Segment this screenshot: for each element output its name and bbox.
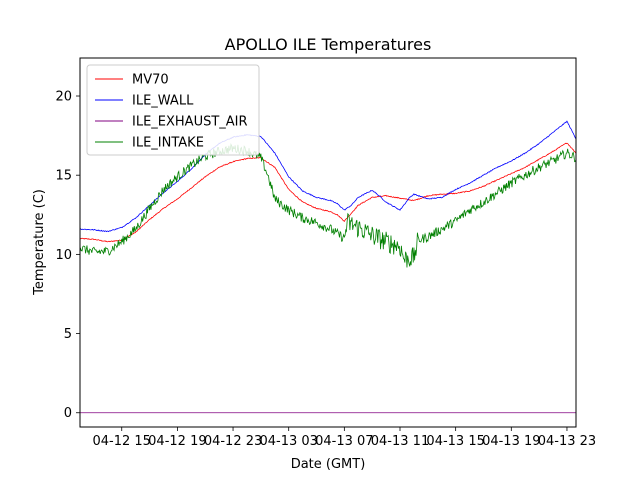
x-tick-label: 04-13 03 — [259, 434, 317, 449]
legend-box — [86, 64, 260, 156]
x-axis-label: Date (GMT) — [291, 457, 366, 472]
y-tick-label: 15 — [55, 169, 72, 184]
y-axis-label: Temperature (C) — [32, 189, 47, 296]
x-tick-label: 04-13 15 — [426, 434, 484, 449]
legend-label: ILE_WALL — [132, 94, 194, 109]
x-tick-label: 04-13 19 — [482, 434, 540, 449]
series-line-ile-wall — [80, 120, 576, 233]
y-tick-label: 20 — [55, 90, 72, 105]
legend: MV70 ILE_WALL ILE_EXHAUST_AIR ILE_INTAKE — [86, 64, 260, 156]
y-tick-label: 5 — [64, 327, 72, 342]
y-axis: 0 5 10 15 20 — [55, 90, 80, 421]
x-tick-label: 04-12 15 — [93, 434, 151, 449]
x-tick-label: 04-12 23 — [204, 434, 262, 449]
plot-frame — [79, 57, 577, 428]
x-tick-label: 04-13 07 — [315, 434, 373, 449]
series-line-ile-intake — [80, 142, 576, 268]
y-tick-label: 0 — [64, 406, 72, 421]
x-tick-label: 04-13 11 — [371, 434, 429, 449]
legend-label: ILE_INTAKE — [132, 136, 204, 151]
x-tick-label: 04-12 19 — [148, 434, 206, 449]
legend-label: MV70 — [132, 73, 169, 88]
legend-label: ILE_EXHAUST_AIR — [132, 115, 248, 130]
y-tick-label: 10 — [55, 248, 72, 263]
x-tick-label: 04-13 23 — [538, 434, 596, 449]
series-layer — [80, 120, 576, 414]
series-line-mv70 — [80, 142, 576, 243]
chart-title: APOLLO ILE Temperatures — [225, 35, 432, 54]
